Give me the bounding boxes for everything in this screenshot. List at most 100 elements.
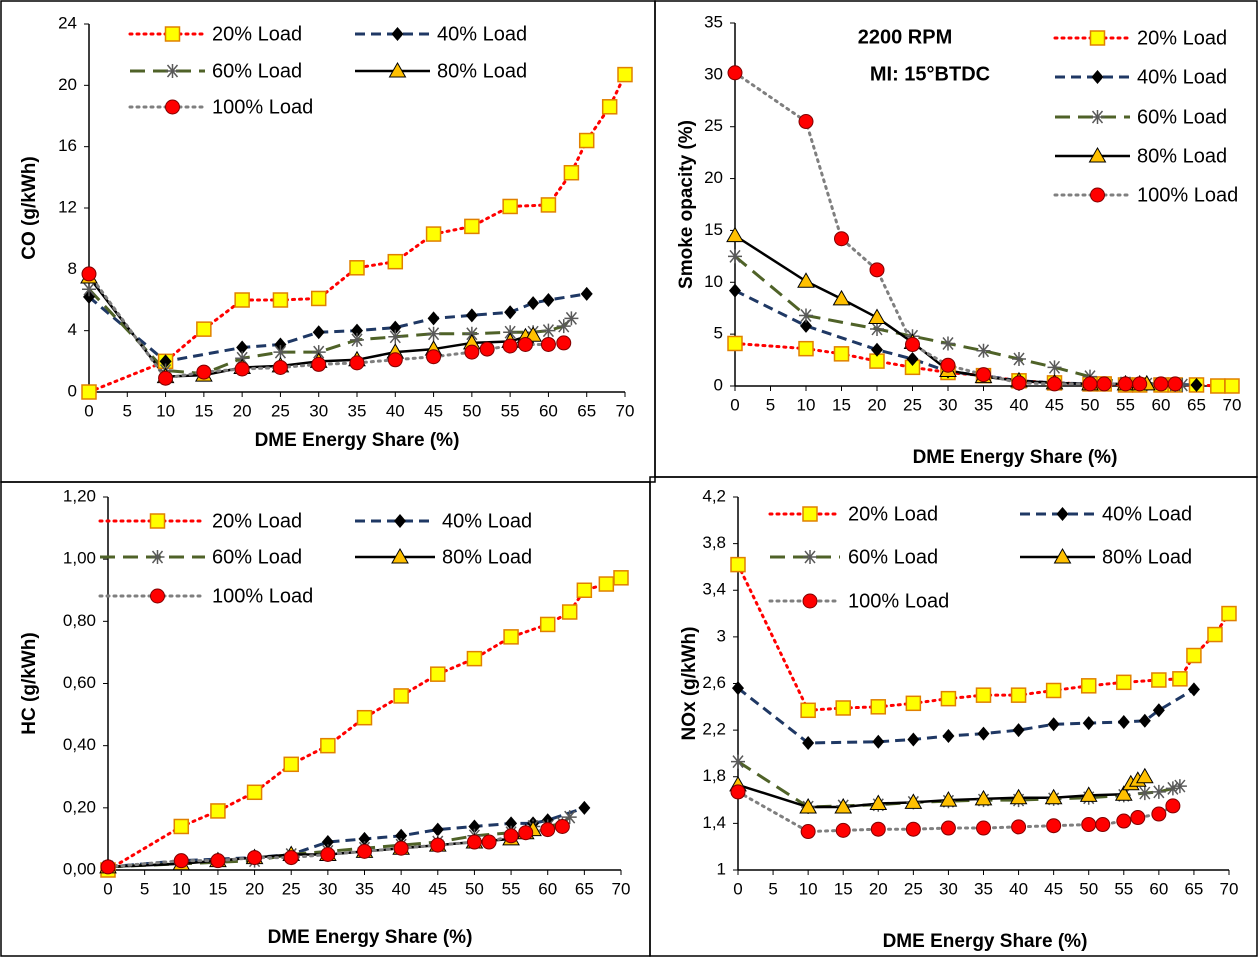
marker: [479, 341, 495, 357]
marker: [1221, 605, 1237, 622]
marker: [247, 850, 263, 866]
x-tick-label: 70: [1220, 879, 1239, 898]
x-tick-label: 15: [194, 401, 213, 420]
marker: [1135, 767, 1154, 784]
marker: [1210, 378, 1226, 394]
x-tick-label: 65: [575, 879, 594, 898]
marker: [505, 816, 518, 831]
marker: [800, 702, 816, 719]
marker: [580, 286, 593, 301]
marker: [1114, 785, 1133, 801]
marker: [798, 340, 814, 357]
marker: [799, 798, 818, 814]
x-tick-label: 25: [903, 395, 922, 414]
marker: [613, 570, 629, 586]
y-tick-label: 35: [704, 12, 723, 31]
marker: [503, 629, 519, 645]
x-tick-label: 30: [939, 395, 958, 414]
y-tick-label: 5: [714, 324, 723, 343]
marker: [393, 840, 409, 856]
marker: [159, 354, 172, 369]
marker: [835, 822, 851, 838]
marker: [561, 604, 578, 620]
y-tick-label: 0,60: [63, 673, 96, 692]
marker: [730, 784, 746, 800]
marker: [728, 249, 742, 264]
marker: [727, 65, 743, 81]
marker: [234, 361, 250, 377]
x-tick-label: 55: [501, 401, 520, 420]
x-tick-label: 30: [309, 401, 328, 420]
marker: [1010, 687, 1027, 703]
marker: [504, 305, 517, 320]
y-tick-label: 0,80: [63, 611, 96, 630]
marker: [518, 825, 534, 841]
marker: [563, 164, 580, 181]
marker: [1011, 819, 1027, 835]
marker: [540, 336, 556, 352]
x-tick-label: 0: [103, 879, 112, 898]
legend-label: 80% Load: [442, 546, 532, 568]
marker: [871, 342, 883, 357]
x-tick-label: 55: [1114, 879, 1133, 898]
legend-marker: [1090, 110, 1105, 124]
marker: [1116, 674, 1132, 691]
y-tick-label: 1,00: [63, 549, 96, 568]
marker: [1151, 784, 1166, 799]
marker: [481, 834, 497, 850]
marker: [1165, 781, 1180, 796]
annotation: MI: 15°BTDC: [870, 63, 990, 85]
marker: [210, 853, 226, 869]
x-tick-label: 15: [834, 879, 853, 898]
marker: [527, 296, 540, 311]
legend-marker: [150, 588, 165, 604]
y-tick-label: 0: [714, 375, 723, 394]
legend-marker: [150, 550, 165, 564]
x-tick-label: 15: [208, 879, 227, 898]
y-tick-label: 20: [704, 168, 723, 187]
legend-label: 20% Load: [848, 503, 938, 525]
marker: [468, 819, 481, 834]
marker: [1012, 723, 1025, 738]
y-axis-title: HC (g/kWh): [19, 632, 40, 734]
marker: [868, 308, 886, 325]
y-tick-label: 30: [704, 64, 723, 83]
x-tick-label: 60: [538, 879, 557, 898]
marker: [464, 218, 480, 235]
marker: [1096, 376, 1112, 392]
marker: [1009, 788, 1028, 805]
marker: [430, 666, 446, 682]
marker: [870, 699, 887, 715]
x-tick-label: 40: [386, 401, 405, 420]
x-tick-label: 40: [1010, 395, 1029, 414]
legend-label: 60% Load: [212, 60, 302, 82]
marker: [196, 364, 212, 380]
marker: [321, 835, 334, 850]
x-tick-label: 10: [172, 879, 191, 898]
legend-marker: [394, 514, 406, 528]
marker: [578, 800, 591, 815]
marker: [466, 834, 482, 850]
marker: [975, 687, 992, 703]
marker: [541, 323, 556, 338]
marker: [576, 582, 593, 598]
marker: [320, 846, 336, 862]
x-tick-label: 65: [577, 401, 596, 420]
marker: [502, 198, 518, 215]
marker: [173, 818, 190, 835]
marker: [578, 132, 595, 149]
y-tick-label: 3,4: [702, 580, 726, 599]
x-axis-title: DME Energy Share (%): [255, 430, 460, 451]
marker: [1080, 678, 1097, 694]
legend-label: 100% Load: [1137, 184, 1238, 206]
legend-label: 40% Load: [437, 23, 527, 45]
marker: [425, 226, 442, 242]
marker: [349, 355, 365, 371]
marker: [800, 824, 816, 840]
y-tick-label: 16: [58, 136, 77, 155]
x-tick-label: 35: [974, 395, 993, 414]
x-tick-label: 55: [1116, 395, 1135, 414]
marker: [601, 99, 618, 115]
marker: [729, 283, 741, 298]
